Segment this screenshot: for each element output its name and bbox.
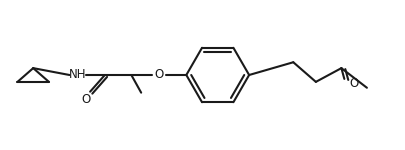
Text: NH: NH bbox=[68, 69, 86, 81]
Text: O: O bbox=[81, 93, 91, 106]
Text: O: O bbox=[154, 69, 163, 81]
Text: O: O bbox=[349, 77, 358, 90]
